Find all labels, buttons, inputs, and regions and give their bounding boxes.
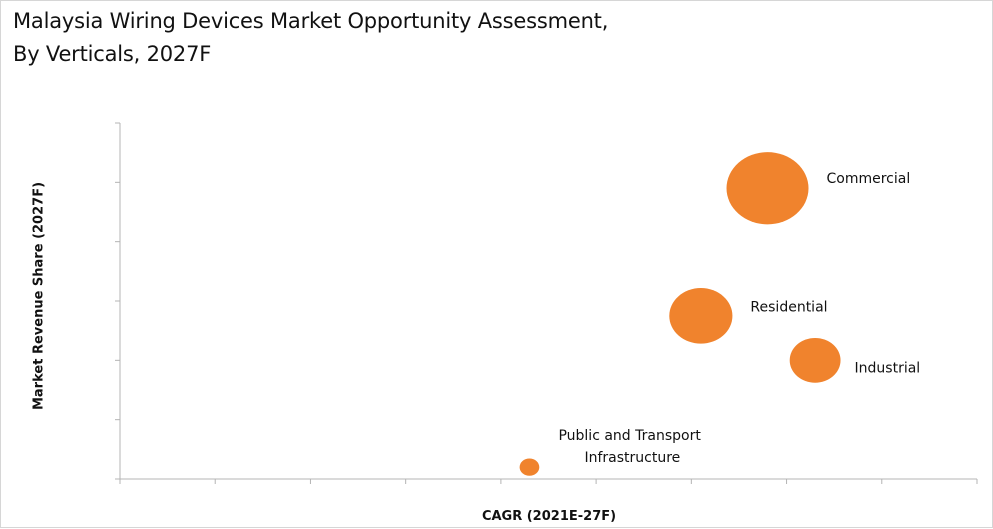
chart-title-line-1: Malaysia Wiring Devices Market Opportuni…	[13, 9, 609, 33]
bubble-label-line: Residential	[750, 300, 827, 316]
bubble-residential	[669, 288, 733, 344]
chart-title: Malaysia Wiring Devices Market Opportuni…	[13, 5, 608, 71]
bubble-label-commercial: Commercial	[827, 171, 911, 187]
bubble-public-and-transport-infrastructure	[519, 458, 540, 476]
bubble-label-industrial: Industrial	[855, 361, 921, 377]
bubble-label-line: Commercial	[827, 171, 911, 187]
bubble-label-residential: Residential	[750, 300, 827, 316]
y-axis-label: Market Revenue Share (2027F)	[31, 181, 47, 411]
bubble-commercial	[726, 152, 809, 225]
bubble-industrial	[789, 337, 841, 383]
x-axis-label: CAGR (2021E-27F)	[481, 509, 617, 524]
bubble-label-public-and-transport-infrastructure: Public and Transport Infrastructure	[558, 428, 701, 466]
chart-title-line-2: By Verticals, 2027F	[13, 42, 212, 66]
bubble-label-line: Public and Transport	[558, 428, 701, 444]
bubble-label-line: Infrastructure	[584, 450, 680, 466]
bubble-label-line: Industrial	[855, 361, 921, 377]
